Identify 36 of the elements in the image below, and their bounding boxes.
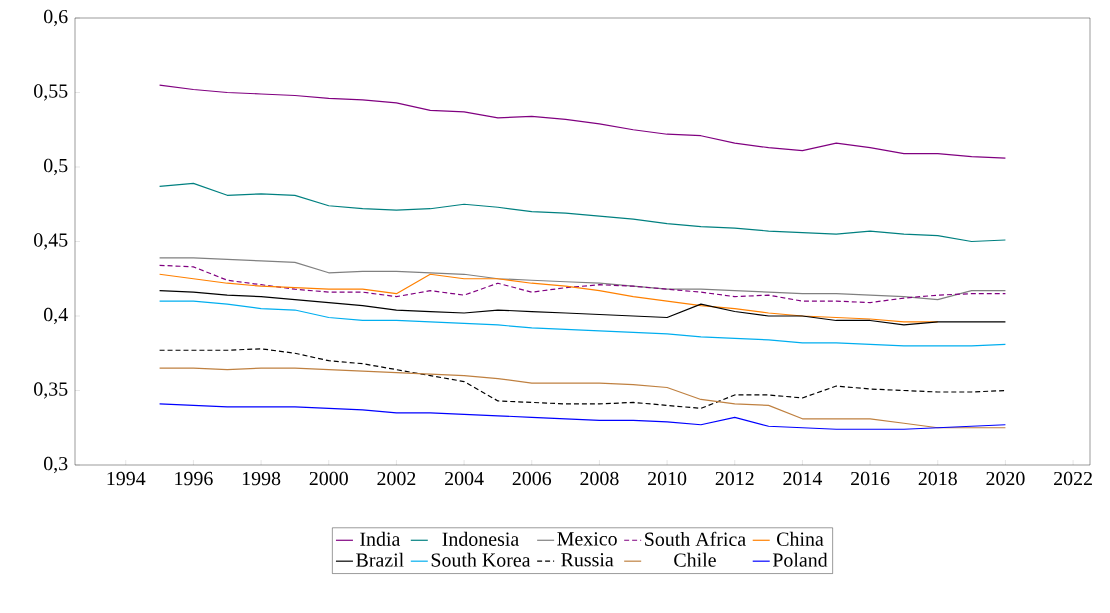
x-tick-label: 2016: [851, 471, 890, 486]
x-tick-label: 2006: [512, 471, 552, 486]
x-tick-label: 2018: [918, 471, 957, 486]
y-tick-label: 0,6: [44, 9, 68, 27]
legend-label: Chile: [674, 552, 716, 567]
x-tick-label: 1998: [242, 471, 281, 486]
legend-label: South Korea: [431, 552, 531, 567]
y-tick-label: 0,55: [34, 84, 68, 101]
line-series: [158, 264, 1007, 304]
x-tick-label: 2022: [1054, 471, 1092, 486]
legend-label: Brazil: [356, 552, 404, 567]
x-tick-label: 2008: [580, 471, 619, 486]
legend-label: South Africa: [645, 531, 746, 546]
line-series: [158, 84, 1007, 159]
line-series: [158, 182, 1007, 243]
y-tick-label: 0,45: [34, 233, 68, 250]
y-tick-label: 0,5: [44, 158, 68, 176]
x-tick-label: 2020: [986, 471, 1025, 486]
x-tick-label: 2004: [445, 471, 484, 486]
x-tick-label: 1994: [107, 471, 146, 486]
x-tick-label: 2010: [648, 471, 687, 486]
x-tick-label: 2014: [783, 471, 823, 486]
y-tick-label: 0,3: [44, 456, 68, 474]
x-tick-label: 2002: [377, 471, 416, 486]
x-tick-label: 2000: [309, 471, 348, 486]
x-tick-label: 1996: [175, 471, 213, 486]
y-tick-label: 0,4: [44, 307, 68, 325]
legend-label: Mexico: [557, 532, 617, 546]
y-tick-label: 0,35: [34, 382, 68, 399]
line-series: [158, 273, 939, 323]
legend-label: China: [777, 531, 824, 546]
legend-label: Poland: [772, 552, 828, 567]
legend-label: India: [360, 531, 401, 546]
legend-label: Russia: [561, 553, 614, 567]
x-tick-label: 2012: [715, 471, 754, 486]
legend-label: Indonesia: [442, 531, 519, 546]
